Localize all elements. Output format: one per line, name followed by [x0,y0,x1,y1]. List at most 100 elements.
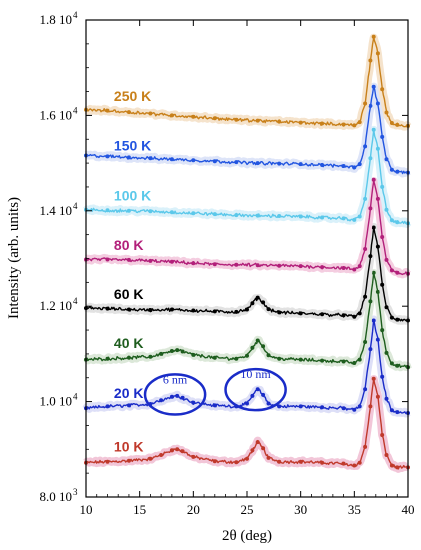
series-layer [82,33,412,473]
point-10k-9 [212,459,217,464]
annotation-layer: 6 nm 10 nm [143,367,287,416]
y-tick-exponent-18000: 4 [73,10,78,20]
point-80k-3 [148,258,153,263]
point-150k-8 [255,161,260,166]
point-10k-29 [395,465,400,470]
point-100k-2 [126,208,131,213]
series-label-250k: 250 K [114,88,151,104]
point-60k-15 [320,312,325,317]
point-10k-4 [159,453,164,457]
point-20k-27 [384,396,389,401]
series-label-60k: 60 K [114,286,144,302]
point-250k-10 [298,120,303,125]
point-80k-7 [234,262,239,267]
point-40k-24 [371,270,376,275]
point-100k-9 [277,214,282,218]
point-100k-13 [352,217,357,222]
point-10k-27 [384,453,389,457]
point-150k-15 [363,144,368,149]
point-150k-19 [380,134,385,139]
point-80k-4 [169,259,174,264]
x-axis-title: 2θ (deg) [222,528,272,544]
point-150k-9 [277,161,282,166]
point-10k-26 [380,433,385,437]
point-100k-4 [169,210,174,215]
series-label-20k: 20 K [114,385,144,401]
series-label-100k: 100 K [114,187,151,203]
point-20k-15 [266,401,271,406]
point-100k-14 [357,214,362,219]
point-60k-26 [395,317,400,322]
point-20k-24 [371,318,376,323]
point-100k-22 [395,220,400,225]
point-150k-11 [320,163,325,167]
point-40k-1 [105,356,110,361]
point-10k-13 [255,440,260,445]
point-60k-24 [384,305,389,310]
annotation-ellipse-1 [224,367,287,412]
point-20k-1 [105,404,110,409]
point-250k-14 [357,120,362,125]
point-10k-24 [371,376,376,381]
annotation-label-1: 10 nm [240,367,271,381]
point-100k-17 [371,127,376,132]
y-tick-label-12000: 1.2 10 [40,298,73,313]
annotation-ellipse-0 [143,373,207,416]
point-20k-28 [389,408,394,413]
x-tick-label-20: 20 [187,502,200,517]
point-60k-9 [250,301,255,306]
point-250k-13 [352,123,357,128]
point-80k-16 [368,206,373,211]
point-150k-14 [357,162,362,167]
point-150k-4 [169,157,174,162]
point-20k-12 [250,393,255,398]
point-60k-8 [245,307,249,312]
point-250k-12 [341,122,346,127]
point-20k-22 [363,387,368,392]
x-tick-label-15: 15 [133,502,146,517]
point-250k-18 [375,51,380,56]
point-10k-1 [105,459,110,464]
point-80k-18 [375,196,380,201]
point-150k-13 [352,165,357,170]
point-20k-16 [277,404,282,409]
point-20k-25 [375,337,380,342]
point-40k-12 [250,345,255,350]
point-60k-2 [126,307,131,312]
point-150k-6 [212,159,217,164]
y-tick-label-10000: 1.0 10 [40,394,73,409]
point-60k-3 [148,308,153,312]
point-80k-17 [371,177,376,182]
point-20k-4 [159,398,164,403]
x-tick-label-40: 40 [402,502,415,517]
point-100k-6 [212,212,217,217]
point-20k-13 [255,387,260,392]
point-20k-23 [368,347,373,352]
point-150k-2 [126,155,131,160]
point-40k-26 [380,328,385,333]
series-label-150k: 150 K [114,138,151,154]
point-10k-12 [250,448,255,453]
x-tick-label-25: 25 [241,502,254,517]
point-80k-12 [341,266,346,270]
point-20k-9 [212,403,217,408]
point-60k-19 [363,294,368,299]
point-60k-20 [368,254,373,259]
point-10k-2 [126,458,131,463]
point-60k-13 [277,310,282,315]
point-40k-2 [126,355,131,360]
point-60k-14 [298,311,303,316]
point-60k-23 [380,282,385,287]
point-250k-4 [169,113,174,118]
point-150k-18 [375,101,380,106]
axis-layer: 10 15 20 25 30 35 408.0 10 31.0 10 41.2 10 41.4 1… [40,10,415,517]
point-150k-3 [148,156,153,161]
series-label-80k: 80 K [114,237,144,253]
point-40k-10 [234,356,239,361]
point-40k-25 [375,289,380,294]
point-40k-29 [395,363,400,368]
y-tick-exponent-16000: 4 [73,105,78,115]
label-layer: 10 K 20 K 40 K 60 K 80 K 100 K 150 K 250 K [114,88,151,455]
series-label-40k: 40 K [114,335,144,351]
